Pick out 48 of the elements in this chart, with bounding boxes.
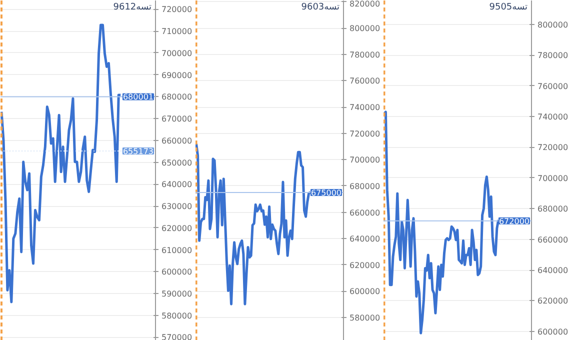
y-tick-label: 590000 <box>162 289 192 298</box>
y-tick-label: 610000 <box>162 246 192 255</box>
chart-title: تسه9505 <box>489 2 528 12</box>
y-tick-label: 600000 <box>162 268 192 277</box>
y-tick-label: 740000 <box>538 112 568 122</box>
y-tick-label: 620000 <box>162 224 192 233</box>
y-tick-label: 580000 <box>350 313 380 322</box>
y-tick-label: 620000 <box>538 296 568 306</box>
y-tick-label: 570000 <box>162 333 192 340</box>
y-tick-label: 640000 <box>538 266 568 276</box>
y-tick-label: 800000 <box>538 20 568 30</box>
y-tick-label: 700000 <box>350 156 380 165</box>
y-tick-label: 670000 <box>162 114 192 124</box>
y-tick-label: 660000 <box>350 208 380 218</box>
y-tick-label: 740000 <box>350 103 380 112</box>
y-tick-label: 600000 <box>350 287 380 296</box>
y-tick-label: 680000 <box>350 182 380 191</box>
ref-line-label: 672000 <box>498 216 530 226</box>
y-tick-label: 710000 <box>162 27 192 36</box>
y-tick-label: 800000 <box>350 24 380 34</box>
chart-title: تسه9603 <box>301 2 340 12</box>
ref-line-label: 680001 <box>122 92 154 102</box>
y-tick-label: 700000 <box>162 48 192 58</box>
y-tick-label: 720000 <box>350 129 380 138</box>
y-tick-label: 680000 <box>162 92 192 102</box>
y-tick-label: 680000 <box>538 204 568 214</box>
y-tick-label: 720000 <box>538 143 568 152</box>
y-tick-label: 760000 <box>538 82 568 91</box>
y-tick-label: 600000 <box>538 327 568 336</box>
y-tick-label: 780000 <box>350 50 380 60</box>
y-tick-label: 650000 <box>162 158 192 168</box>
y-tick-label: 820000 <box>350 0 380 8</box>
y-tick-label: 660000 <box>162 136 192 146</box>
chart-title: تسه9612 <box>113 2 152 12</box>
y-tick-label: 720000 <box>162 5 192 14</box>
y-tick-label: 660000 <box>538 235 568 244</box>
y-tick-label: 640000 <box>162 180 192 190</box>
ref-line-label: 675000 <box>310 188 342 198</box>
y-tick-label: 780000 <box>538 51 568 60</box>
y-tick-label: 690000 <box>162 70 192 80</box>
ref-line-label: 655173 <box>122 146 154 156</box>
y-tick-label: 630000 <box>162 202 192 212</box>
y-tick-label: 620000 <box>350 260 380 270</box>
y-tick-label: 700000 <box>538 174 568 183</box>
y-tick-label: 580000 <box>162 311 192 320</box>
y-tick-label: 760000 <box>350 76 380 86</box>
y-tick-label: 640000 <box>350 234 380 244</box>
line-series <box>0 24 122 304</box>
